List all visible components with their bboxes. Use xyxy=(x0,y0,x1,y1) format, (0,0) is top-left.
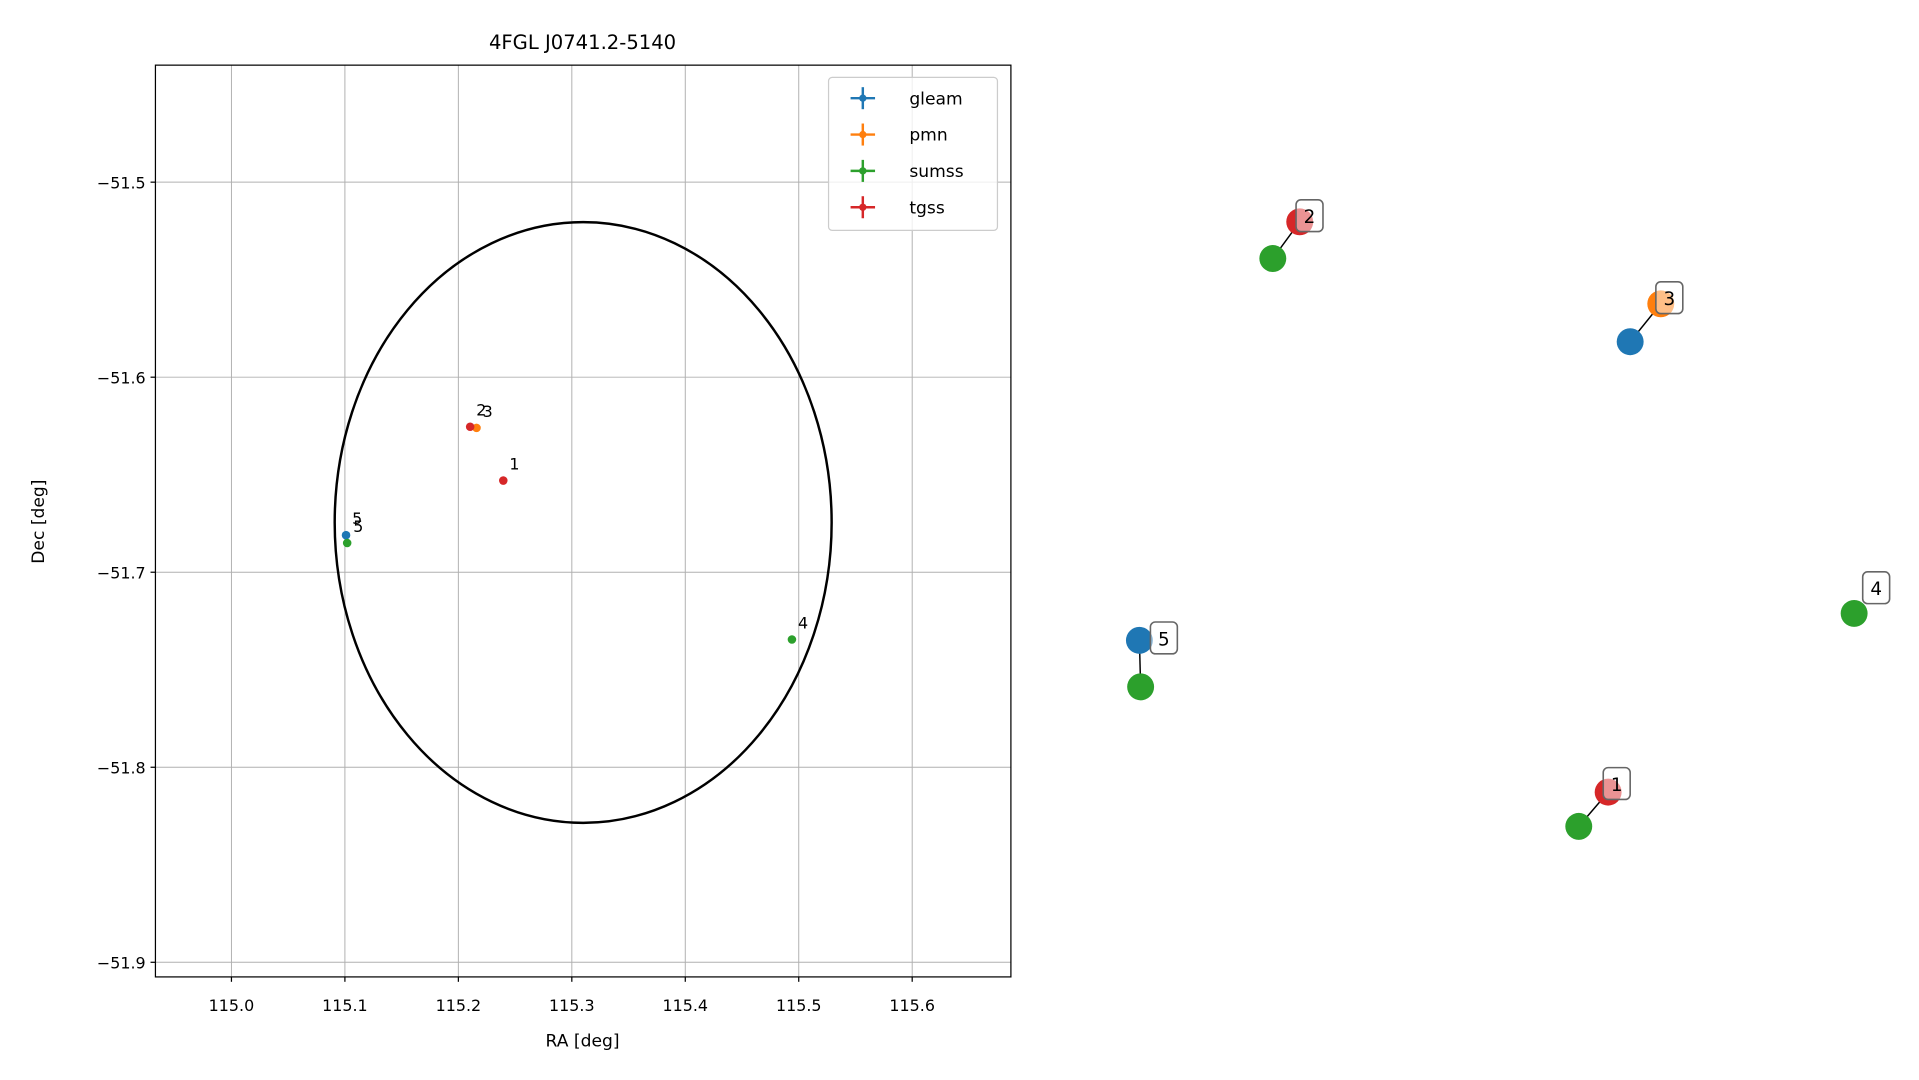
y-tick-label: −51.8 xyxy=(97,758,146,777)
legend-marker xyxy=(859,203,867,211)
y-axis-label: Dec [deg] xyxy=(29,480,49,564)
node-label: 5 xyxy=(1158,629,1170,650)
x-tick-label: 115.3 xyxy=(549,996,595,1015)
node xyxy=(1616,328,1644,356)
x-tick-label: 115.5 xyxy=(776,996,822,1015)
point-label: 4 xyxy=(798,613,808,632)
point-label: 5 xyxy=(352,509,362,528)
data-point xyxy=(465,422,475,432)
node-label: 3 xyxy=(1663,289,1675,310)
label-box xyxy=(1655,280,1684,315)
node xyxy=(1125,626,1153,654)
legend-label: tgss xyxy=(909,198,945,218)
y-tick-label: −51.7 xyxy=(97,563,146,582)
label-box xyxy=(1295,198,1324,233)
y-tick-label: −51.5 xyxy=(97,173,146,192)
y-tick-label: −51.6 xyxy=(97,368,146,387)
data-point xyxy=(472,423,481,433)
legend-label: gleam xyxy=(909,89,962,109)
node-label: 4 xyxy=(1870,579,1882,600)
data-point xyxy=(341,530,351,540)
x-tick-label: 115.6 xyxy=(889,996,935,1015)
label-box xyxy=(1149,621,1179,655)
label-box xyxy=(1602,766,1631,801)
label-box xyxy=(1861,571,1891,605)
x-tick-label: 115.4 xyxy=(663,996,709,1015)
point-label: 3 xyxy=(483,402,493,421)
chart-title: 4FGL J0741.2-5140 xyxy=(489,31,676,54)
data-point xyxy=(342,538,352,548)
y-tick-label: −51.9 xyxy=(97,953,146,972)
legend-marker xyxy=(859,167,867,175)
node xyxy=(1840,599,1868,627)
legend-marker xyxy=(859,94,867,102)
error-ellipse xyxy=(333,220,833,825)
x-axis-label: RA [deg] xyxy=(546,1032,620,1052)
data-point xyxy=(787,635,797,644)
legend-marker xyxy=(859,130,867,139)
point-label: 2 xyxy=(476,401,486,420)
point-label: 1 xyxy=(509,455,519,474)
node-label: 1 xyxy=(1611,775,1623,796)
node xyxy=(1565,812,1593,840)
point-label: 5 xyxy=(353,517,363,536)
x-tick-label: 115.1 xyxy=(322,996,368,1015)
x-tick-label: 115.2 xyxy=(436,996,482,1015)
node xyxy=(1127,673,1155,701)
legend-label: pmn xyxy=(909,126,947,146)
legend-box xyxy=(827,76,999,231)
legend-label: sumss xyxy=(909,162,963,182)
data-point xyxy=(499,476,508,485)
node xyxy=(1259,245,1287,272)
x-tick-label: 115.0 xyxy=(209,996,255,1015)
plot-frame xyxy=(154,64,1012,978)
node-label: 2 xyxy=(1304,207,1316,228)
